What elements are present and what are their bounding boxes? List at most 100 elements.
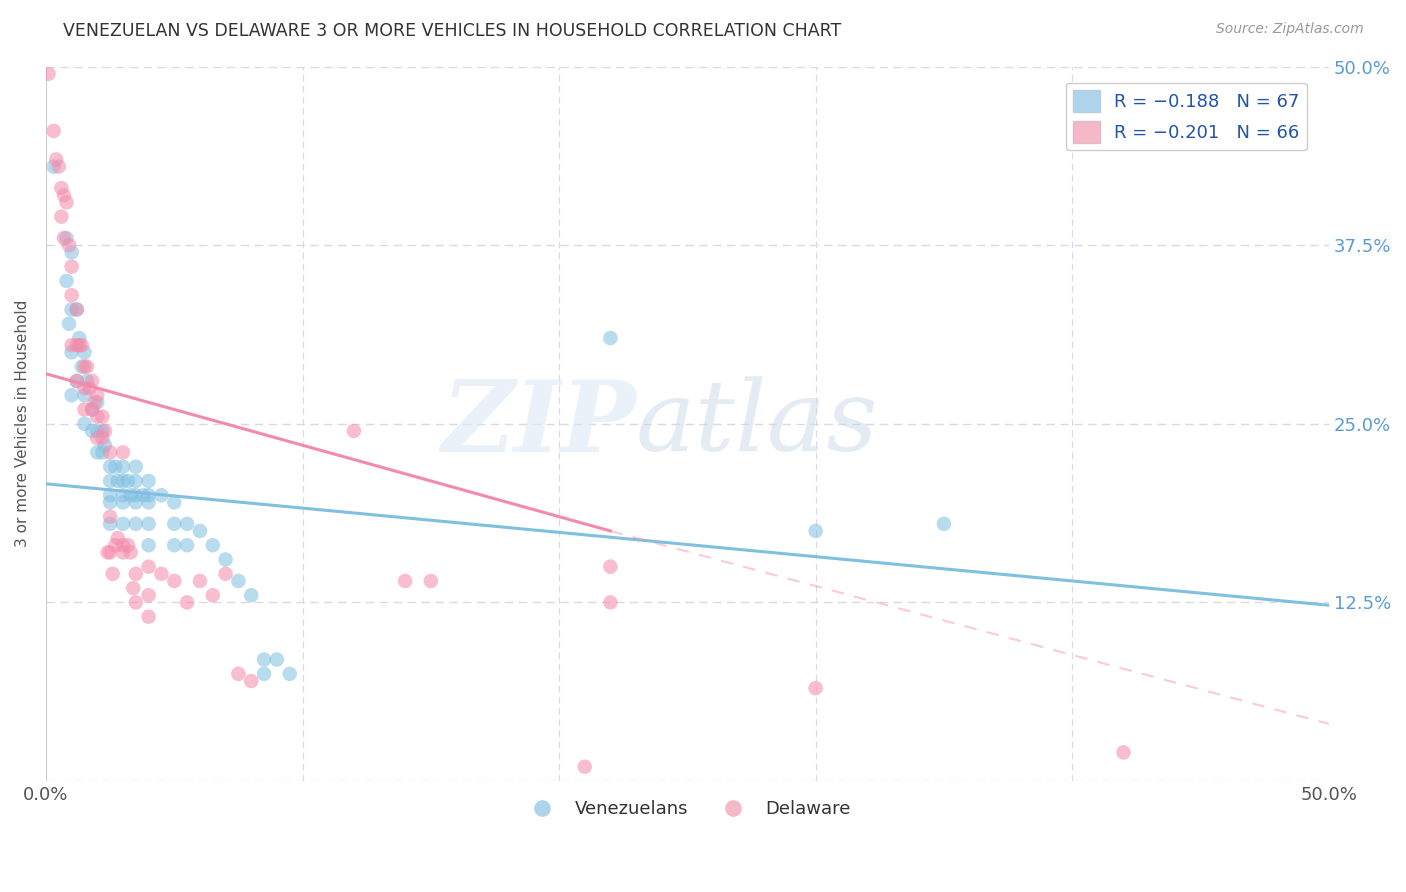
Point <box>343 424 366 438</box>
Point <box>86 431 108 445</box>
Point <box>228 574 250 588</box>
Point <box>66 302 89 317</box>
Point <box>98 545 121 559</box>
Point <box>120 488 142 502</box>
Point <box>76 374 98 388</box>
Point <box>125 516 148 531</box>
Point <box>51 181 73 195</box>
Point <box>804 524 827 538</box>
Point <box>83 395 105 409</box>
Point <box>111 474 134 488</box>
Point <box>73 381 96 395</box>
Point <box>125 495 148 509</box>
Point <box>163 495 186 509</box>
Point <box>94 438 117 452</box>
Point <box>104 459 127 474</box>
Point <box>176 538 198 552</box>
Point <box>138 488 160 502</box>
Point <box>55 231 77 245</box>
Point <box>599 331 621 345</box>
Point <box>82 424 104 438</box>
Point <box>176 516 198 531</box>
Point <box>58 317 80 331</box>
Point <box>253 666 276 681</box>
Point <box>111 516 134 531</box>
Point <box>38 67 60 81</box>
Point <box>138 588 160 602</box>
Point <box>98 495 121 509</box>
Point <box>52 188 75 202</box>
Point <box>188 574 211 588</box>
Point <box>228 666 250 681</box>
Point <box>599 595 621 609</box>
Point <box>60 260 83 274</box>
Point <box>66 338 89 352</box>
Y-axis label: 3 or more Vehicles in Household: 3 or more Vehicles in Household <box>15 300 30 548</box>
Point <box>67 331 90 345</box>
Text: Source: ZipAtlas.com: Source: ZipAtlas.com <box>1216 22 1364 37</box>
Point <box>253 652 276 666</box>
Point <box>79 381 101 395</box>
Point <box>111 495 134 509</box>
Point <box>163 538 186 552</box>
Point <box>42 124 65 138</box>
Point <box>42 160 65 174</box>
Point <box>73 345 96 359</box>
Point <box>60 388 83 402</box>
Point <box>96 545 118 559</box>
Point <box>98 516 121 531</box>
Point <box>111 545 134 559</box>
Point <box>419 574 441 588</box>
Point <box>266 652 288 666</box>
Point <box>188 524 211 538</box>
Point <box>122 581 145 595</box>
Point <box>111 538 134 552</box>
Point <box>138 495 160 509</box>
Point <box>98 509 121 524</box>
Point <box>117 538 139 552</box>
Point <box>66 374 89 388</box>
Point <box>1112 746 1135 760</box>
Text: ZIP: ZIP <box>441 376 636 472</box>
Point <box>107 474 129 488</box>
Point <box>240 588 263 602</box>
Point <box>86 409 108 424</box>
Point <box>176 595 198 609</box>
Point <box>73 402 96 417</box>
Point <box>73 417 96 431</box>
Point <box>599 559 621 574</box>
Point <box>138 538 160 552</box>
Point <box>70 338 93 352</box>
Point <box>98 474 121 488</box>
Point <box>125 595 148 609</box>
Point <box>45 153 67 167</box>
Text: atlas: atlas <box>636 376 879 472</box>
Point <box>138 474 160 488</box>
Point <box>91 445 114 459</box>
Point <box>104 538 127 552</box>
Point <box>76 359 98 374</box>
Point <box>111 488 134 502</box>
Point <box>125 459 148 474</box>
Point <box>98 445 121 459</box>
Point <box>60 245 83 260</box>
Point <box>51 210 73 224</box>
Point <box>67 338 90 352</box>
Point <box>201 588 224 602</box>
Point <box>55 274 77 288</box>
Point <box>163 574 186 588</box>
Point <box>91 424 114 438</box>
Point <box>82 374 104 388</box>
Point <box>138 559 160 574</box>
Point <box>163 516 186 531</box>
Point <box>52 231 75 245</box>
Point <box>574 760 596 774</box>
Point <box>91 409 114 424</box>
Point <box>214 552 236 566</box>
Point <box>86 388 108 402</box>
Point <box>70 359 93 374</box>
Point <box>94 424 117 438</box>
Point <box>132 488 155 502</box>
Point <box>82 402 104 417</box>
Point <box>111 445 134 459</box>
